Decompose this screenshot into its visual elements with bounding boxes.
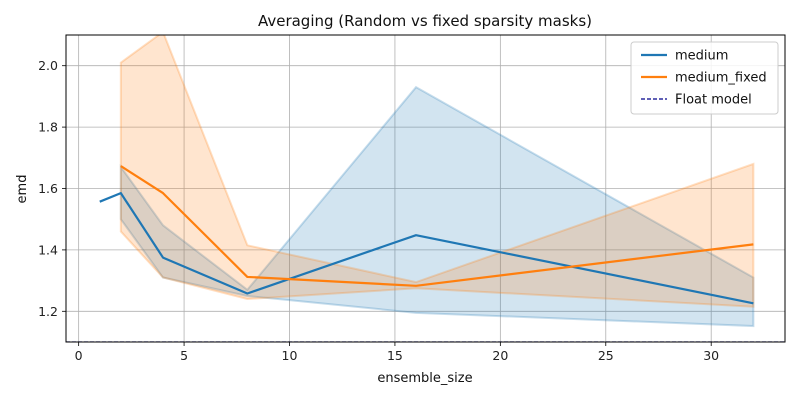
y-tick-label: 1.6	[38, 181, 58, 196]
y-axis-ticks: 1.2 1.4 1.6 1.8 2.0	[38, 58, 66, 319]
line-medium	[99, 192, 754, 305]
x-tick-label: 5	[180, 348, 188, 363]
x-axis-label: ensemble_size	[377, 371, 472, 386]
y-axis-label: emd	[15, 175, 30, 204]
y-tick-label: 2.0	[38, 58, 58, 73]
x-axis-ticks: 0 5 10 15 20 25 30	[75, 342, 719, 363]
legend-label-medium: medium	[675, 49, 728, 64]
grid	[66, 35, 785, 342]
chart-title: Averaging (Random vs fixed sparsity mask…	[258, 12, 592, 30]
legend-label-medium_fixed: medium_fixed	[675, 71, 767, 86]
x-tick-label: 0	[75, 348, 83, 363]
y-tick-label: 1.4	[38, 242, 58, 257]
legend: medium medium_fixed Float model	[630, 41, 779, 115]
band-medium_fixed	[119, 35, 755, 308]
x-tick-label: 25	[598, 348, 614, 363]
x-tick-label: 10	[282, 348, 298, 363]
legend-label-Float model: Float model	[675, 93, 752, 108]
x-tick-label: 30	[703, 348, 719, 363]
series-lines	[66, 165, 785, 342]
line-medium_fixed	[120, 165, 754, 287]
band-medium	[119, 85, 755, 328]
legend-box	[630, 41, 779, 115]
confidence-bands	[119, 35, 755, 328]
x-tick-label: 15	[387, 348, 403, 363]
y-tick-label: 1.2	[38, 304, 58, 319]
x-tick-label: 20	[492, 348, 508, 363]
y-tick-label: 1.8	[38, 120, 58, 135]
